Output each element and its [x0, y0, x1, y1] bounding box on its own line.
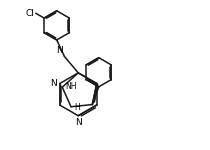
Text: NH: NH [65, 82, 77, 91]
Text: N: N [57, 46, 63, 55]
Text: N: N [75, 118, 82, 127]
Text: H: H [74, 103, 80, 112]
Text: N: N [50, 79, 57, 88]
Text: Cl: Cl [26, 9, 34, 18]
